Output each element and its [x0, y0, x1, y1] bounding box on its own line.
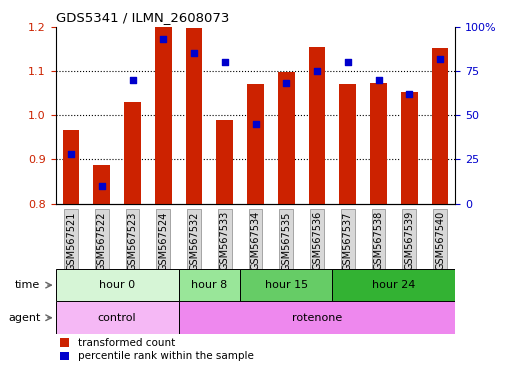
Point	[251, 121, 259, 127]
Point	[97, 183, 106, 189]
Bar	[246, 84, 264, 204]
Bar	[369, 83, 386, 204]
Bar	[63, 130, 79, 204]
Bar	[240, 269, 332, 301]
Bar	[155, 27, 171, 204]
Text: control: control	[97, 313, 136, 323]
Text: rotenone: rotenone	[291, 313, 341, 323]
Point	[282, 80, 290, 86]
Bar	[178, 301, 454, 334]
Point	[67, 151, 75, 157]
Bar	[277, 72, 294, 204]
Point	[159, 36, 167, 42]
Bar	[93, 165, 110, 204]
Bar	[56, 269, 178, 301]
Bar	[308, 47, 325, 204]
Point	[128, 77, 136, 83]
Bar	[56, 301, 178, 334]
Point	[435, 56, 443, 62]
Bar	[431, 48, 447, 204]
Point	[313, 68, 321, 74]
Bar	[178, 269, 240, 301]
Bar	[185, 28, 202, 204]
Point	[343, 59, 351, 65]
Bar	[400, 92, 417, 204]
Legend: transformed count, percentile rank within the sample: transformed count, percentile rank withi…	[56, 334, 257, 366]
Point	[374, 77, 382, 83]
Point	[405, 91, 413, 97]
Text: hour 24: hour 24	[372, 280, 415, 290]
Point	[189, 50, 197, 56]
Text: hour 15: hour 15	[264, 280, 307, 290]
Bar	[332, 269, 454, 301]
Text: GDS5341 / ILMN_2608073: GDS5341 / ILMN_2608073	[56, 11, 229, 24]
Point	[220, 59, 228, 65]
Bar	[216, 121, 233, 204]
Text: time: time	[15, 280, 40, 290]
Text: hour 0: hour 0	[99, 280, 135, 290]
Bar	[124, 102, 141, 204]
Bar	[339, 84, 356, 204]
Text: hour 8: hour 8	[191, 280, 227, 290]
Text: agent: agent	[8, 313, 40, 323]
